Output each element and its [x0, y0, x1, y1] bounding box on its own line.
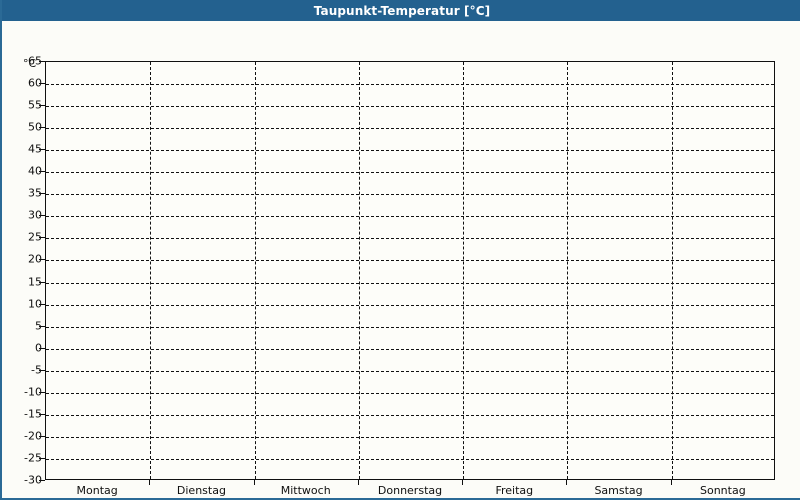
y-axis-tick-label: 5	[35, 319, 42, 333]
y-axis-tick-label: 65	[28, 54, 42, 68]
y-axis-tick-label: 55	[28, 98, 42, 112]
y-axis-tick-label: -15	[24, 407, 42, 421]
y-axis-tick-mark	[39, 281, 45, 283]
plot-frame	[45, 61, 775, 480]
gridline-horizontal	[46, 194, 774, 196]
y-axis-tick-mark	[39, 127, 45, 129]
y-axis-tick-label: -25	[24, 451, 42, 465]
gridline-horizontal	[46, 370, 774, 372]
x-axis-day-name: Sonntag	[699, 484, 746, 497]
x-axis-category-label: Freitag11.03.11	[490, 484, 539, 498]
x-axis-day-name: Samstag	[594, 484, 643, 497]
gridline-horizontal	[46, 414, 774, 416]
y-axis-tick-label: 50	[28, 120, 42, 134]
gridline-horizontal	[46, 436, 774, 438]
y-axis-tick-label: 25	[28, 230, 42, 244]
gridline-horizontal	[46, 84, 774, 86]
y-axis-tick-label: -30	[24, 473, 42, 487]
gridline-horizontal	[46, 260, 774, 262]
x-axis-category-label: Samstag12.03.11	[594, 484, 643, 498]
gridline-horizontal	[46, 172, 774, 174]
y-axis-tick-mark	[39, 171, 45, 173]
chart-plot-container: °C 65 60 55 50 45 40 35 30 25 20 15 10 5 0 -5 -10 -15 -20…	[2, 21, 800, 498]
x-axis-day-name: Dienstag	[176, 484, 226, 497]
y-axis-tick-mark	[39, 61, 45, 62]
y-axis-tick-label: 45	[28, 142, 42, 156]
y-axis-tick-mark	[39, 369, 45, 371]
y-axis-tick-label: 10	[28, 297, 42, 311]
y-axis-tick-mark	[39, 480, 45, 481]
y-axis-tick-label: 40	[28, 164, 42, 178]
gridline-horizontal	[46, 348, 774, 350]
y-axis-tick-mark	[39, 83, 45, 85]
x-axis-tick-mark	[149, 480, 151, 485]
gridline-vertical	[463, 62, 465, 479]
y-axis-tick-mark	[39, 435, 45, 437]
y-axis-tick-label: 30	[28, 208, 42, 222]
gridline-horizontal	[46, 216, 774, 218]
y-axis-tick-mark	[39, 347, 45, 349]
y-axis-tick-label: 20	[28, 252, 42, 266]
y-axis-tick-mark	[39, 105, 45, 107]
x-axis-day-name: Freitag	[495, 484, 534, 497]
window-title-bar: Taupunkt-Temperatur [°C]	[2, 0, 800, 21]
y-axis-tick-label: -5	[31, 363, 42, 377]
x-axis-category-label: Montag07.03.11	[73, 484, 122, 498]
gridline-vertical	[358, 62, 360, 479]
y-axis-tick-label: 60	[28, 76, 42, 90]
x-axis-tick-mark	[566, 480, 568, 485]
x-axis-tick-mark	[670, 480, 672, 485]
y-axis-tick-labels: 65 60 55 50 45 40 35 30 25 20 15 10 5 0 -5 -10 -15 -20 -25…	[2, 56, 42, 486]
y-axis-tick-label: 15	[28, 275, 42, 289]
gridline-horizontal	[46, 150, 774, 152]
y-axis-tick-mark	[39, 237, 45, 239]
gridline-horizontal	[46, 392, 774, 394]
y-axis-tick-marks	[39, 61, 46, 481]
y-axis-tick-mark	[39, 457, 45, 459]
y-axis-tick-mark	[39, 215, 45, 217]
x-axis-day-name: Mittwoch	[280, 484, 331, 497]
x-axis-tick-marks	[45, 480, 775, 486]
x-axis-category-label: Mittwoch09.03.11	[280, 484, 331, 498]
gridline-horizontal	[46, 106, 774, 108]
x-axis-category-label: Donnerstag10.03.11	[377, 484, 443, 498]
y-axis-tick-label: -10	[24, 385, 42, 399]
data-series-layer	[46, 62, 775, 480]
gridline-vertical	[150, 62, 152, 479]
x-axis-category-labels: Montag07.03.11 Dienstag08.03.11 Mittwoch09…	[45, 484, 775, 498]
x-axis-category-label: Sonntag13.03.11	[698, 484, 747, 498]
y-axis-tick-mark	[39, 259, 45, 261]
gridline-horizontal	[46, 304, 774, 306]
gridline-horizontal	[46, 326, 774, 328]
gridline-horizontal	[46, 238, 774, 240]
x-axis-tick-mark	[462, 480, 464, 485]
gridline-vertical	[254, 62, 256, 479]
y-axis-unit-label: °C	[23, 57, 37, 70]
x-axis-tick-mark	[357, 480, 359, 485]
gridline-horizontal	[46, 282, 774, 284]
y-axis-tick-label: -20	[24, 429, 42, 443]
page-title: Taupunkt-Temperatur [°C]	[313, 3, 491, 18]
gridline-vertical	[671, 62, 673, 479]
gridline-vertical	[567, 62, 569, 479]
y-axis-tick-mark	[39, 149, 45, 151]
x-axis-day-name: Donnerstag	[377, 484, 443, 497]
x-axis-tick-mark	[253, 480, 255, 485]
y-axis-tick-label: 35	[28, 186, 42, 200]
y-axis-tick-mark	[39, 413, 45, 415]
y-axis-tick-label: 0	[35, 341, 42, 355]
y-axis-tick-mark	[39, 325, 45, 327]
x-axis-category-label: Dienstag08.03.11	[176, 484, 226, 498]
x-axis-day-name: Montag	[76, 484, 118, 497]
gridline-horizontal	[46, 458, 774, 460]
y-axis-tick-mark	[39, 193, 45, 195]
y-axis-tick-mark	[39, 391, 45, 393]
gridline-horizontal	[46, 128, 774, 130]
y-axis-tick-mark	[39, 303, 45, 305]
